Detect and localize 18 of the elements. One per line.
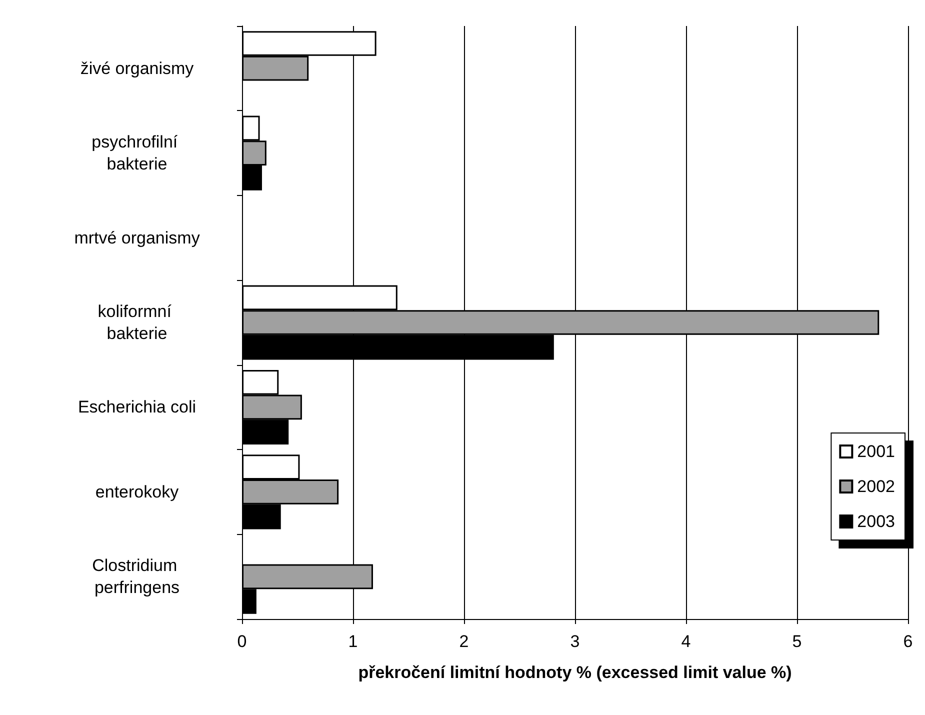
x-tick-label: 4 bbox=[681, 632, 691, 651]
y-tick-label: mrtvé organismy bbox=[74, 228, 200, 248]
x-tick-label: 2 bbox=[459, 632, 469, 651]
x-tick-label: 3 bbox=[570, 632, 580, 651]
legend-label: 2002 bbox=[857, 477, 896, 496]
y-tick-label: koliformní bakterie bbox=[98, 302, 176, 343]
x-axis-title: překročení limitní hodnoty % (excessed limit value %) bbox=[358, 663, 792, 682]
y-tick-label: Escherichia coli bbox=[78, 398, 196, 417]
x-tick-label: 0 bbox=[237, 632, 247, 651]
y-tick-label: živé organismy bbox=[80, 58, 194, 78]
x-tick-label: 6 bbox=[903, 632, 913, 651]
y-tick-label: Clostridium perfringens bbox=[92, 556, 182, 598]
x-tick-label: 1 bbox=[348, 632, 358, 651]
y-tick-label: psychrofilní bakterie bbox=[92, 132, 182, 174]
legend-label: 2003 bbox=[857, 512, 896, 531]
x-tick-label: 5 bbox=[792, 632, 802, 651]
legend-label: 2001 bbox=[857, 442, 896, 461]
y-tick-label: enterokoky bbox=[95, 482, 180, 502]
